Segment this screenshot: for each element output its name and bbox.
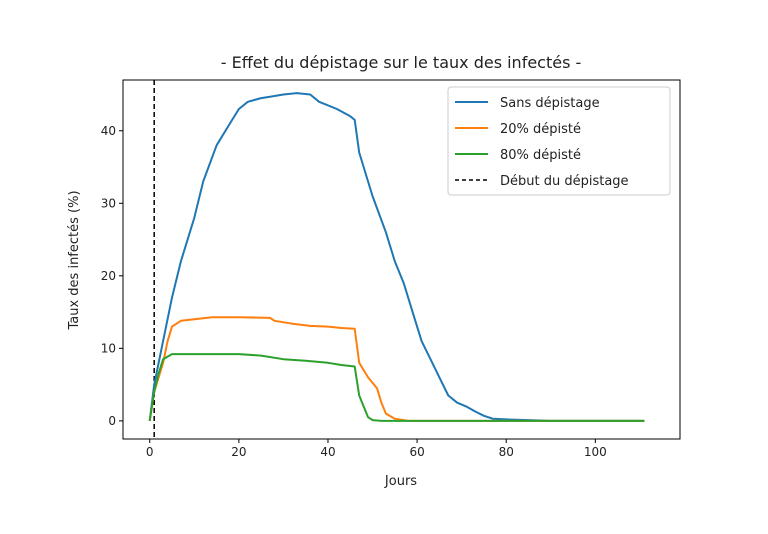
legend-label: Début du dépistage xyxy=(500,174,629,189)
legend-label: Sans dépistage xyxy=(500,96,600,111)
series-line-0 xyxy=(148,92,645,422)
y-tick-label: 40 xyxy=(101,124,116,138)
series-line-1 xyxy=(148,316,645,422)
y-tick-label: 30 xyxy=(101,196,116,210)
x-tick-label: 80 xyxy=(499,445,514,459)
plot-frame xyxy=(122,79,681,440)
legend-label: 80% dépisté xyxy=(500,148,581,163)
x-tick-label: 60 xyxy=(409,445,424,459)
y-axis-label: Taux des infectés (%) xyxy=(67,190,82,330)
x-axis-label: Jours xyxy=(384,474,417,489)
x-tick-label: 0 xyxy=(146,445,154,459)
series-line-2 xyxy=(148,353,645,422)
legend-box xyxy=(447,86,671,196)
x-tick-label: 20 xyxy=(231,445,246,459)
legend: Sans dépistage 20% dépisté 80% dépisté Débu… xyxy=(447,86,671,196)
legend-label: 20% dépisté xyxy=(500,122,581,137)
x-tick-label: 40 xyxy=(320,445,335,459)
x-tick-label: 100 xyxy=(584,445,607,459)
y-tick-label: 10 xyxy=(101,341,116,355)
chart-title: - Effet du dépistage sur le taux des inf… xyxy=(221,53,582,72)
y-tick-label: 0 xyxy=(108,414,116,428)
y-tick-label: 20 xyxy=(101,269,116,283)
